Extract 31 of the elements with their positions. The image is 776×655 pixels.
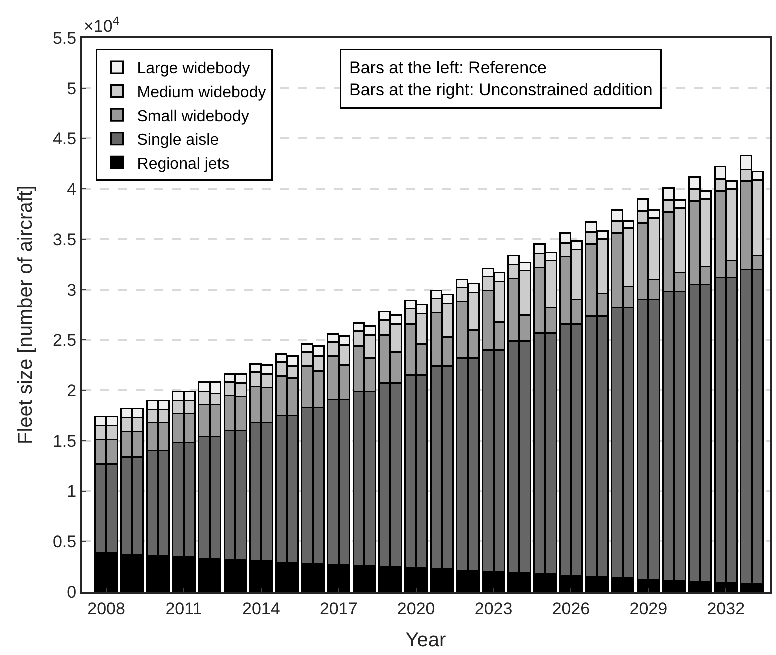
legend-label: Medium widebody [137,84,266,102]
x-tick-label: 2011 [166,599,202,618]
y-tick-label: 2 [67,382,77,400]
y-tick-label: 1 [67,482,77,502]
x-tick-label: 2020 [397,599,436,618]
x-tick-label: 2008 [88,599,126,618]
x-tick-label: 2029 [630,599,668,618]
x-tick-label: 2014 [242,599,280,618]
y-axis-title: Fleet size [number of aircraft] [14,186,37,444]
y-tick-label: 3 [67,280,77,300]
y-tick-label: 2.5 [52,331,77,350]
y-tick-label: 4.5 [52,130,77,149]
x-tick-label: 2026 [552,599,590,618]
annotation: Bars at the right: Unconstrained addition [350,80,653,100]
x-axis-title: Year [406,629,447,652]
text: ×10$^{4}$ [84,14,120,36]
legend-label: Regional jets [137,156,230,173]
x-tick-label: 2023 [474,599,513,618]
y-tick-label: 5 [67,79,77,98]
y-tick-label: 0 [67,582,77,602]
legend-label: Small widebody [137,108,250,126]
y-tick-label: 5.5 [52,28,77,48]
x-tick-label: 2032 [707,599,746,618]
y-tick-label: 0.5 [52,532,77,552]
y-tick-label: 4 [67,180,77,200]
y-tick-label: 1.5 [52,432,77,451]
legend-label: Single aisle [137,132,220,150]
y-tick-label: 3.5 [52,230,77,250]
annotation: Bars at the left: Reference [350,58,547,78]
x-tick-label: 2017 [320,599,358,618]
legend-label: Large widebody [137,60,250,78]
